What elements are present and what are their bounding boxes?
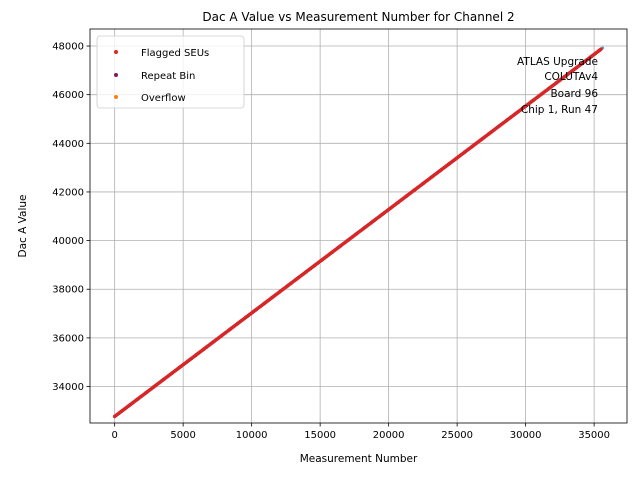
data-series (112, 46, 605, 419)
y-tick-label: 48000 (52, 42, 84, 53)
annotation-line-1: ATLAS Upgrade (517, 56, 598, 68)
annotation-line-4: Chip 1, Run 47 (521, 104, 598, 116)
plot-frame (89, 28, 628, 424)
x-tick-label: 25000 (441, 430, 473, 441)
x-tick-label: 35000 (578, 430, 610, 441)
x-axis-ticks: 0 5000 10000 15000 20000 25000 30000 35000 (111, 423, 610, 441)
x-tick-label: 10000 (236, 430, 268, 441)
y-axis-ticks: 34000 36000 38000 40000 42000 44000 46000 48000 (52, 42, 90, 393)
legend-frame (96, 35, 245, 109)
y-tick-label: 44000 (52, 139, 84, 150)
x-tick-label: 30000 (510, 430, 542, 441)
y-tick-label: 40000 (52, 236, 84, 247)
x-tick-label: 15000 (304, 430, 336, 441)
legend-label-overflow: Overflow (141, 93, 186, 104)
annotation-line-2: COLUTAv4 (544, 71, 598, 83)
legend-label-flagged-seus: Flagged SEUs (141, 48, 209, 59)
y-tick-label: 34000 (52, 382, 84, 393)
x-tick-label: 20000 (373, 430, 405, 441)
legend-marker-repeat-bin (114, 73, 118, 77)
grid (90, 29, 627, 423)
data-point-flagged-seu (599, 47, 603, 51)
y-tick-label: 36000 (52, 333, 84, 344)
annotation-line-3: Board 96 (550, 88, 598, 100)
y-tick-label: 46000 (52, 90, 84, 101)
y-tick-label: 38000 (52, 285, 84, 296)
chart-title: Dac A Value vs Measurement Number for Ch… (202, 10, 514, 24)
legend-marker-flagged-seus (114, 50, 118, 54)
y-axis-label: Dac A Value (17, 195, 29, 258)
legend-marker-overflow (114, 95, 118, 99)
x-axis-label: Measurement Number (300, 453, 418, 465)
x-tick-label: 0 (111, 430, 117, 441)
annotation-block: ATLAS Upgrade COLUTAv4 Board 96 Chip 1, … (517, 56, 598, 116)
legend-label-repeat-bin: Repeat Bin (141, 71, 195, 82)
y-tick-label: 42000 (52, 187, 84, 198)
legend: Flagged SEUs Repeat Bin Overflow (96, 35, 245, 109)
x-tick-label: 5000 (170, 430, 195, 441)
